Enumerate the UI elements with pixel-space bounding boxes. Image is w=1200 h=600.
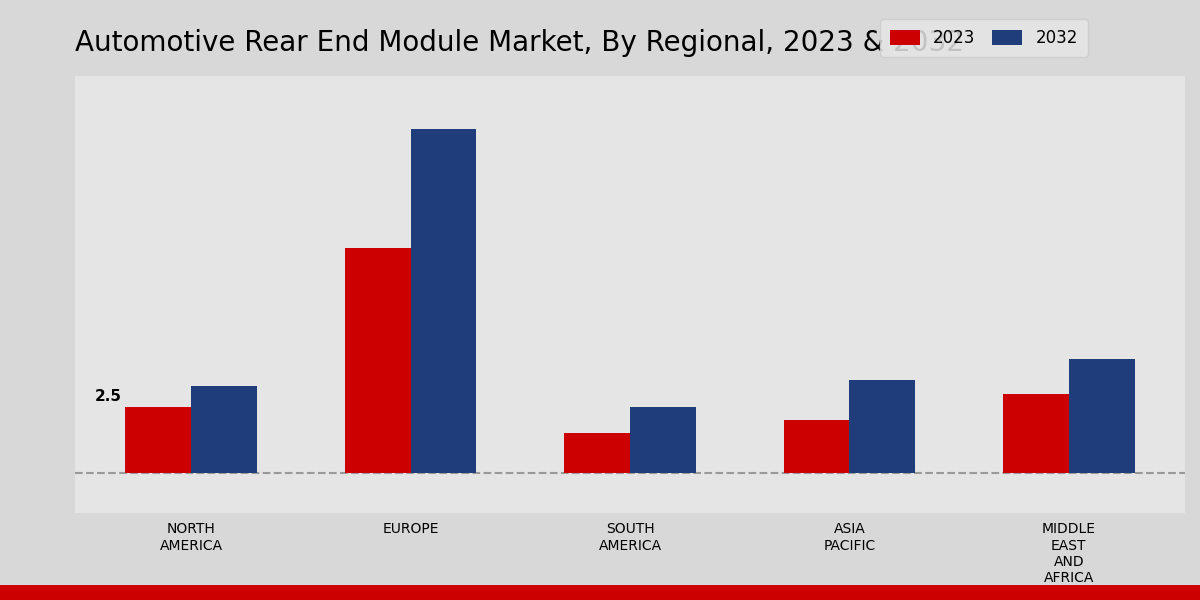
Bar (784, 420, 850, 473)
Bar (1069, 359, 1134, 473)
Bar (1003, 394, 1069, 473)
Bar (630, 407, 696, 473)
Text: Automotive Rear End Module Market, By Regional, 2023 & 2032: Automotive Rear End Module Market, By Re… (74, 29, 964, 57)
Bar (126, 407, 191, 473)
Text: 2.5: 2.5 (95, 389, 122, 404)
Bar (564, 433, 630, 473)
Bar (344, 248, 410, 473)
Bar (191, 386, 257, 473)
Legend: 2023, 2032: 2023, 2032 (880, 19, 1088, 57)
Bar (410, 129, 476, 473)
Bar (850, 380, 916, 473)
